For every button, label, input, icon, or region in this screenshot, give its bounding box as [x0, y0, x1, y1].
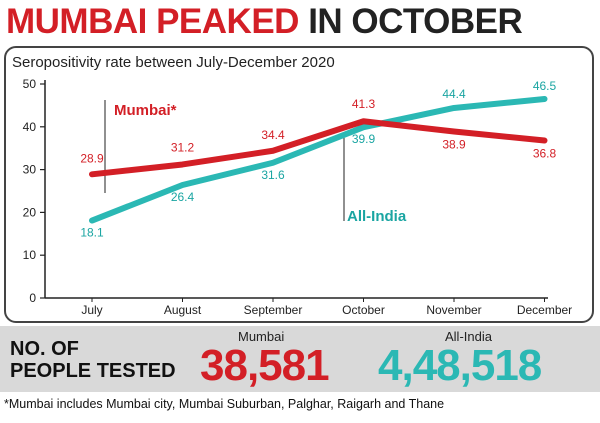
x-tick-label: July [81, 303, 102, 317]
data-label-allindia: 18.1 [80, 226, 104, 240]
series-line-allindia [89, 95, 548, 224]
people-tested-band [0, 326, 600, 392]
allindia-tested-value: 4,48,518 [378, 341, 542, 390]
data-label-mumbai: 28.9 [80, 151, 104, 165]
series-name-mumbai: Mumbai* [114, 102, 177, 119]
y-tick-label: 20 [23, 205, 37, 219]
x-tick-label: September [244, 303, 303, 317]
headline-highlight: MUMBAI PEAKED [6, 2, 299, 41]
allindia-tested-label: All-India [445, 329, 492, 344]
series-name-allindia: All-India [347, 208, 407, 225]
mumbai-tested-label: Mumbai [238, 329, 285, 344]
data-label-allindia: 26.4 [171, 190, 195, 204]
y-tick-label: 40 [23, 120, 37, 134]
data-label-allindia: 31.6 [261, 168, 285, 182]
headline-rest: IN OCTOBER [308, 2, 523, 41]
headline: MUMBAI PEAKED IN OCTOBER [6, 2, 523, 42]
x-tick-label: August [164, 303, 202, 317]
x-tick-label: November [426, 303, 481, 317]
data-label-mumbai: 34.4 [261, 128, 285, 142]
people-tested-label-line2: PEOPLE TESTED [10, 360, 176, 382]
mumbai-tested-value: 38,581 [200, 341, 330, 390]
data-label-mumbai: 41.3 [352, 97, 376, 111]
y-tick-label: 50 [23, 77, 37, 91]
x-tick-label: October [342, 303, 385, 317]
data-label-allindia: 44.4 [442, 87, 466, 101]
data-label-allindia: 39.9 [352, 132, 376, 146]
y-tick-label: 0 [29, 291, 36, 305]
data-label-mumbai: 38.9 [442, 138, 466, 152]
y-tick-label: 30 [23, 163, 37, 177]
line-chart: 0 10 20 30 40 50 July August September October Nov… [23, 77, 573, 317]
y-tick-label: 10 [23, 248, 37, 262]
data-label-mumbai: 31.2 [171, 140, 195, 154]
people-tested-label: NO. OF PEOPLE TESTED [10, 338, 176, 382]
chart-frame [4, 46, 594, 323]
chart-subtitle: Seropositivity rate between July-Decembe… [12, 54, 335, 71]
people-tested-label-line1: NO. OF [10, 338, 79, 360]
x-tick-label: December [517, 303, 572, 317]
footnote: *Mumbai includes Mumbai city, Mumbai Sub… [4, 397, 445, 411]
data-label-allindia: 46.5 [533, 79, 557, 93]
data-label-mumbai: 36.8 [533, 146, 557, 160]
series-line-mumbai [89, 118, 548, 178]
